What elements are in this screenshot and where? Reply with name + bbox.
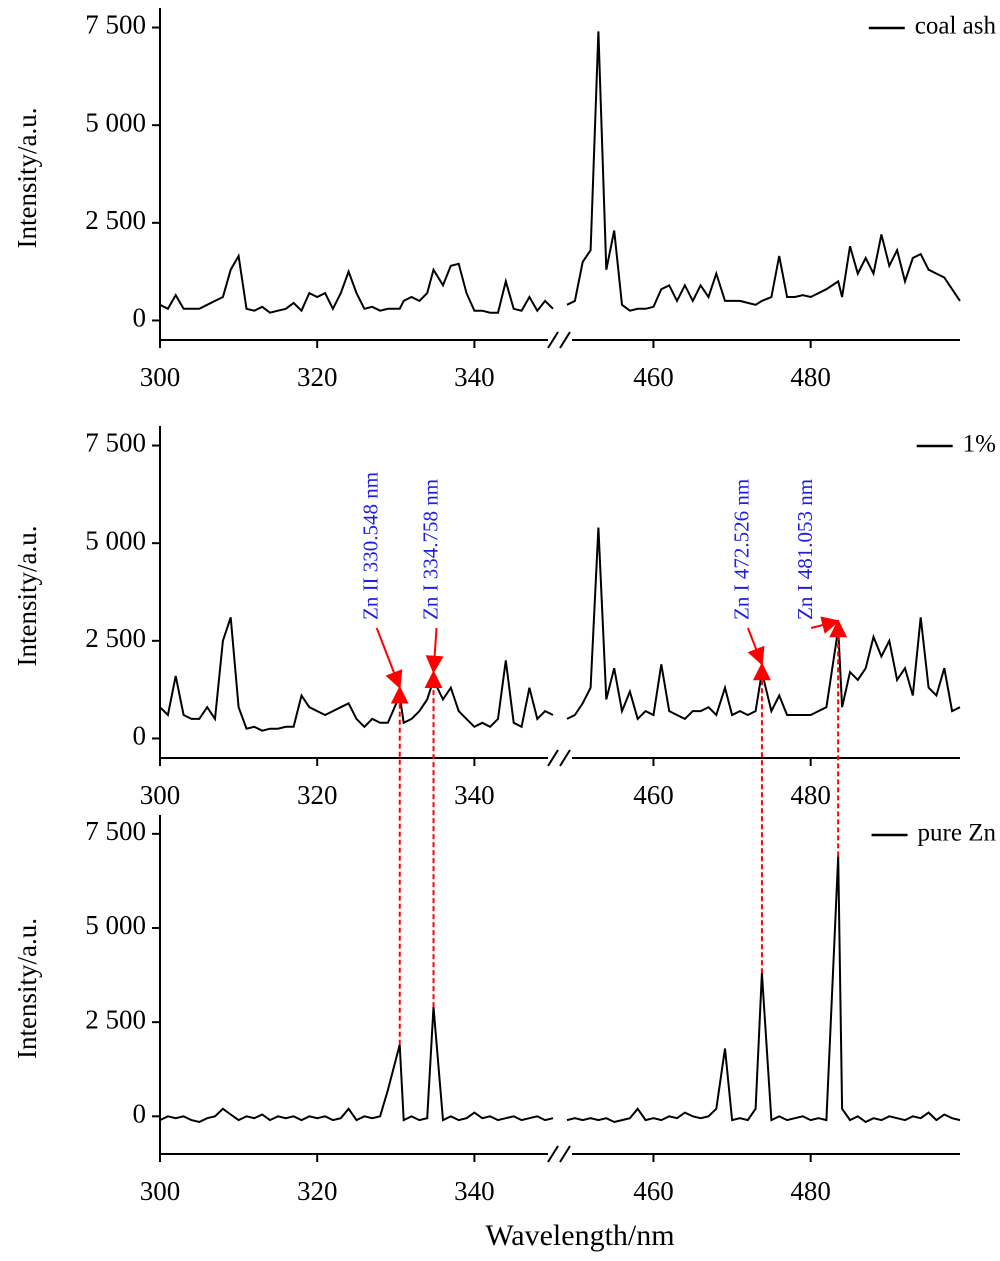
spectrum-line xyxy=(159,1007,554,1124)
x-tick-label: 480 xyxy=(790,362,831,392)
annotation-arrow xyxy=(810,616,840,634)
y-tick-label: 5 000 xyxy=(85,910,146,940)
legend-label: coal ash xyxy=(915,13,997,40)
x-tick-label: 460 xyxy=(633,362,674,392)
y-tick-label: 2 500 xyxy=(85,623,146,653)
annotation-arrow xyxy=(425,627,444,674)
annotation-label: Zn II 330.548 nm xyxy=(359,472,383,620)
y-tick-label: 2 500 xyxy=(85,1004,146,1034)
spectrum-line xyxy=(566,31,961,312)
x-tick-label: 320 xyxy=(297,362,338,392)
axis-break xyxy=(547,331,571,349)
annotation-label: Zn I 472.526 nm xyxy=(730,479,754,620)
axis-break xyxy=(547,1145,571,1163)
legend-label: 1% xyxy=(963,431,996,458)
x-axis-label: Wavelength/nm xyxy=(485,1219,674,1252)
annotation-label: Zn I 334.758 nm xyxy=(418,479,442,620)
x-tick-label: 480 xyxy=(790,1176,831,1206)
x-tick-label: 300 xyxy=(140,1176,181,1206)
x-tick-label: 460 xyxy=(633,1176,674,1206)
x-tick-label: 320 xyxy=(297,1176,338,1206)
y-tick-label: 7 500 xyxy=(85,816,146,846)
x-tick-label: 460 xyxy=(633,780,674,810)
x-tick-label: 320 xyxy=(297,780,338,810)
spectrum-line xyxy=(566,856,961,1124)
x-tick-label: 480 xyxy=(790,780,831,810)
y-tick-label: 0 xyxy=(133,721,147,751)
y-tick-label: 2 500 xyxy=(85,205,146,235)
y-tick-label: 7 500 xyxy=(85,428,146,458)
spectrum-line xyxy=(566,527,961,721)
spectrum-line xyxy=(159,253,554,314)
y-axis-label: Intensity/a.u. xyxy=(12,918,42,1059)
y-tick-label: 0 xyxy=(133,1099,147,1129)
y-tick-label: 0 xyxy=(133,303,147,333)
annotation-arrow xyxy=(746,627,765,666)
y-tick-label: 5 000 xyxy=(85,525,146,555)
y-axis-label: Intensity/a.u. xyxy=(12,526,42,667)
x-tick-label: 340 xyxy=(454,780,495,810)
y-tick-label: 7 500 xyxy=(85,10,146,40)
annotation-arrow xyxy=(375,627,403,690)
annotation-label: Zn I 481.053 nm xyxy=(793,479,817,620)
spectrum-line xyxy=(159,617,554,732)
x-tick-label: 340 xyxy=(454,362,495,392)
legend-label: pure Zn xyxy=(918,820,997,847)
axis-break xyxy=(547,749,571,767)
x-tick-label: 340 xyxy=(454,1176,495,1206)
y-tick-label: 5 000 xyxy=(85,107,146,137)
x-tick-label: 300 xyxy=(140,780,181,810)
y-axis-label: Intensity/a.u. xyxy=(12,108,42,249)
x-tick-label: 300 xyxy=(140,362,181,392)
